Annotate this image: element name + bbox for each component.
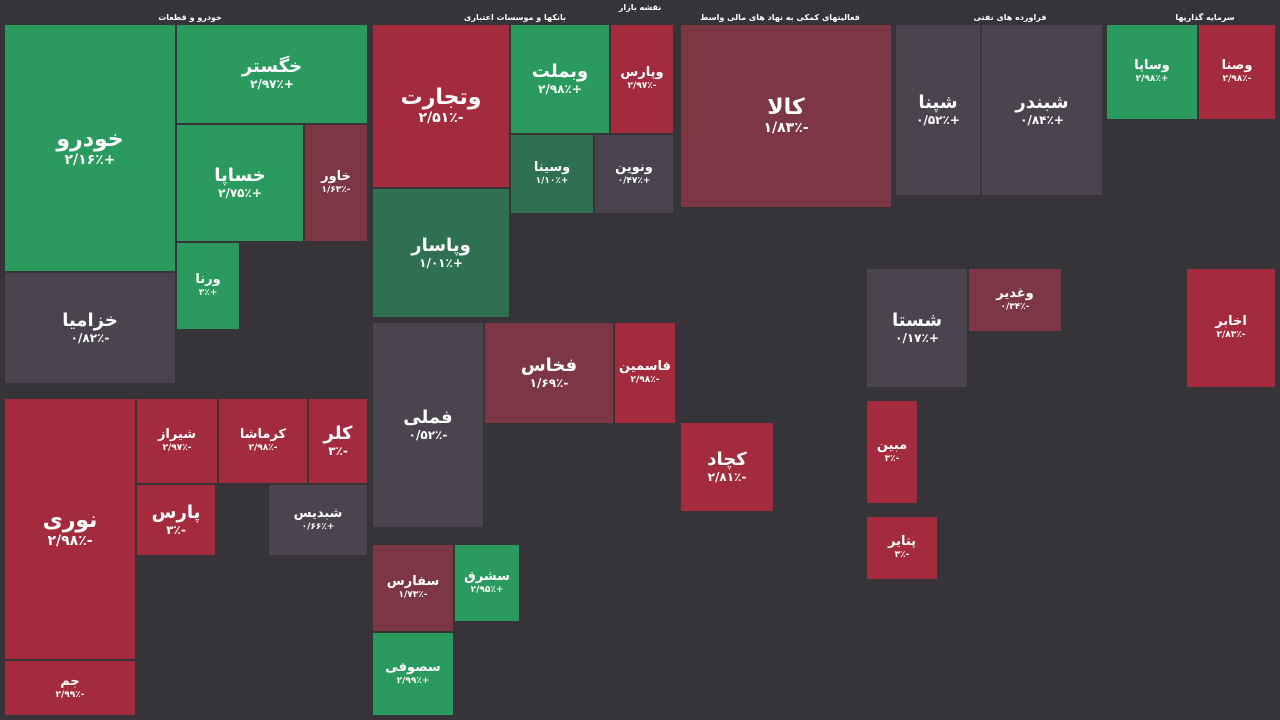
stock-tile[interactable]: جم -۲/۹۹٪ [4, 660, 136, 716]
stock-tile[interactable]: شبدیس +۰/۶۶٪ [268, 484, 368, 556]
stock-tile[interactable]: نوری -۲/۹۸٪ [4, 398, 136, 660]
sector-title: فراورده های نفتی [973, 13, 1047, 22]
stock-tile[interactable]: وصنا -۲/۹۸٪ [1198, 24, 1276, 120]
stock-tile[interactable]: سفارس -۱/۷۳٪ [372, 544, 454, 632]
stock-tile[interactable]: ورنا +۳٪ [176, 242, 240, 330]
stock-tile[interactable]: فخاس -۱/۶۹٪ [484, 322, 614, 424]
stock-tile[interactable]: خودرو +۲/۱۶٪ [4, 24, 176, 272]
stock-tile[interactable]: شپنا +۰/۵۲٪ [895, 24, 981, 196]
stock-tile[interactable]: وسینا +۱/۱۰٪ [510, 134, 594, 214]
stock-tile[interactable]: فملی -۰/۵۲٪ [372, 322, 484, 528]
stock-tile[interactable]: خاور -۱/۶۳٪ [304, 124, 368, 242]
stock-tile[interactable]: اخابر -۲/۸۳٪ [1186, 268, 1276, 388]
stock-tile[interactable]: کلر -۳٪ [308, 398, 368, 484]
stock-tile[interactable]: وپارس -۲/۹۷٪ [610, 24, 674, 134]
stock-tile[interactable]: ونوین +۰/۴۷٪ [594, 134, 674, 214]
stock-tile[interactable]: وبملت +۲/۹۸٪ [510, 24, 610, 134]
stock-tile[interactable]: کچاد -۲/۸۱٪ [680, 422, 774, 512]
sector-title: بانکها و موسسات اعتباری [464, 13, 566, 22]
sector-title: فعالیتهای کمکی به نهاد های مالی واسط [700, 13, 860, 22]
stock-tile[interactable]: خساپا +۲/۷۵٪ [176, 124, 304, 242]
sector-title: سرمایه گذاریها [1175, 13, 1235, 22]
stock-tile[interactable]: وساپا +۲/۹۸٪ [1106, 24, 1198, 120]
stock-tile[interactable]: خزامیا -۰/۸۲٪ [4, 272, 176, 384]
stock-tile[interactable]: وپاسار +۱/۰۱٪ [372, 188, 510, 318]
stock-tile[interactable]: پتایر -۳٪ [866, 516, 938, 580]
stock-tile[interactable]: فاسمین -۲/۹۸٪ [614, 322, 676, 424]
map-title: نقشه بازار [618, 3, 662, 12]
sector-title: خودرو و قطعات [158, 13, 222, 22]
stock-tile[interactable]: پارس -۳٪ [136, 484, 216, 556]
stock-tile[interactable]: کالا -۱/۸۳٪ [680, 24, 892, 208]
stock-tile[interactable]: کرماشا -۲/۹۸٪ [218, 398, 308, 484]
stock-tile[interactable]: سصوفی +۲/۹۹٪ [372, 632, 454, 716]
stock-tile[interactable]: وغدیر -۰/۳۴٪ [968, 268, 1062, 332]
stock-tile[interactable]: مبین -۳٪ [866, 400, 918, 504]
stock-tile[interactable]: شیراز -۲/۹۷٪ [136, 398, 218, 484]
stock-tile[interactable]: خگستر +۲/۹۷٪ [176, 24, 368, 124]
stock-tile[interactable]: وتجارت -۲/۵۱٪ [372, 24, 510, 188]
stock-tile[interactable]: سشرق +۲/۹۵٪ [454, 544, 520, 622]
stock-tile[interactable]: شستا +۰/۱۷٪ [866, 268, 968, 388]
stock-tile[interactable]: شبندر +۰/۸۴٪ [981, 24, 1103, 196]
